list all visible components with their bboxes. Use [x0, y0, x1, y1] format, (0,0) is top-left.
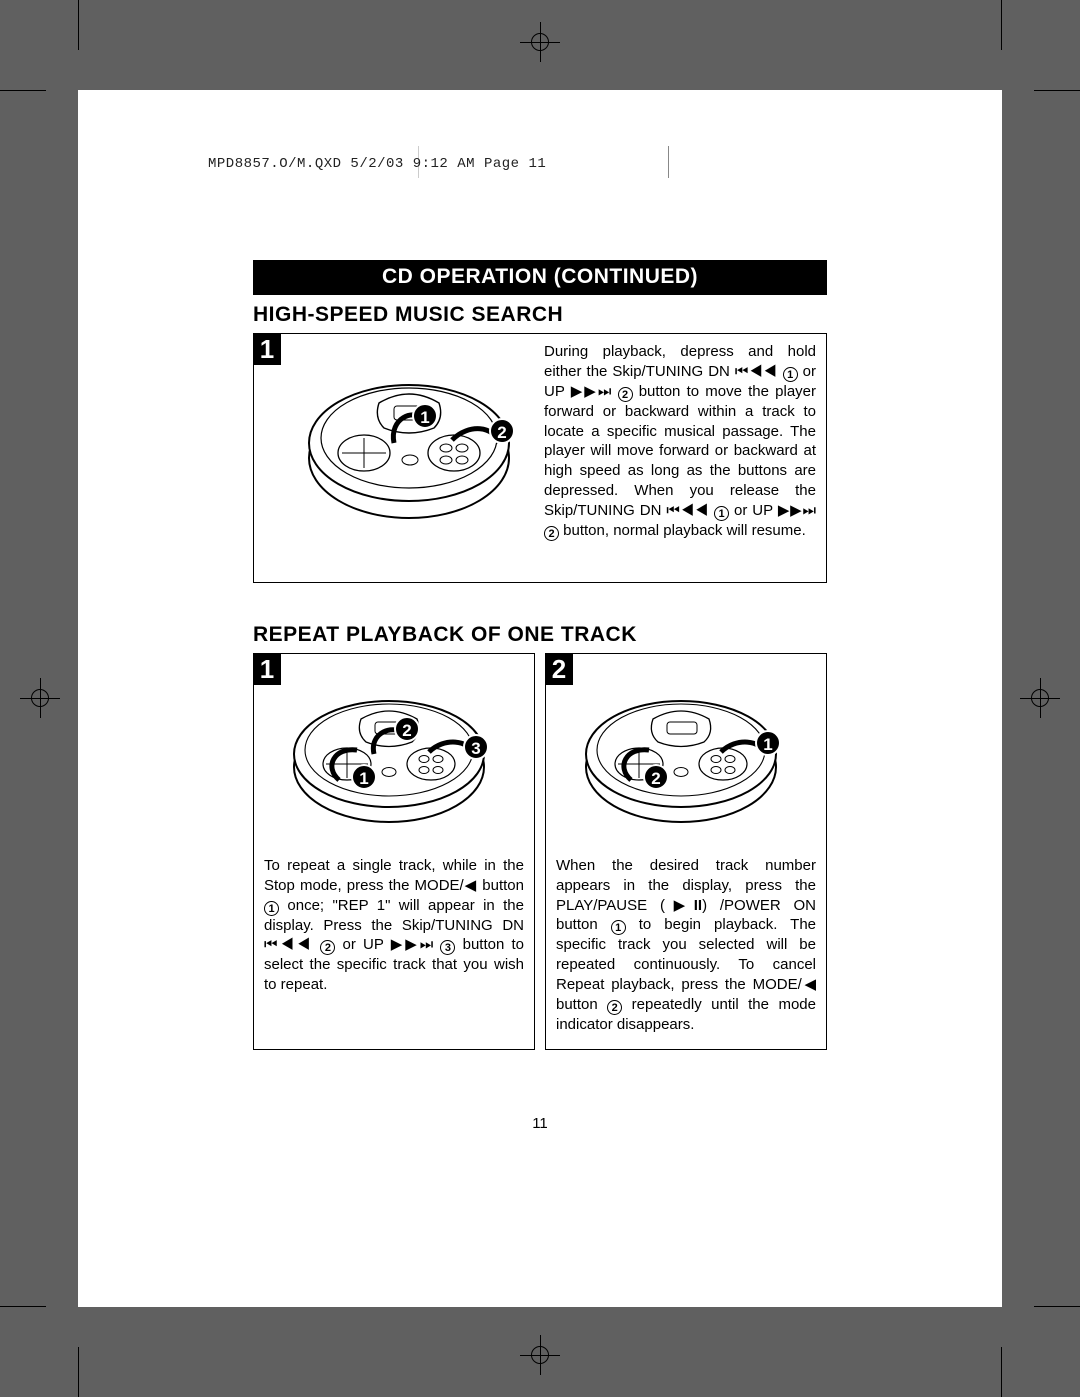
callout-2: 2: [394, 716, 420, 742]
repeat-step-1: 1: [253, 653, 535, 1050]
callout-2: 2: [489, 418, 515, 444]
page-number: 11: [78, 1115, 1002, 1132]
cd-player-illustration: 1 2: [294, 348, 534, 548]
manual-page: MPD8857.O/M.QXD 5/2/03 9:12 AM Page 11 C…: [78, 90, 1002, 1307]
repeat-step2-body: When the desired track number appears in…: [546, 850, 826, 1049]
cd-player-illustration: 1 2 3: [279, 672, 509, 842]
callout-1: 1: [412, 403, 438, 429]
step-number-box: 1: [253, 333, 281, 365]
content-area: CD OPERATION (CONTINUED) HIGH-SPEED MUSI…: [253, 260, 827, 1050]
section-title-bar: CD OPERATION (CONTINUED): [253, 260, 827, 295]
print-header: MPD8857.O/M.QXD 5/2/03 9:12 AM Page 11: [208, 156, 546, 172]
repeat-step-2: 2: [545, 653, 827, 1050]
callout-1: 1: [755, 730, 781, 756]
heading-repeat-playback: REPEAT PLAYBACK OF ONE TRACK: [253, 623, 827, 647]
repeat-step1-body: To repeat a single track, while in the S…: [254, 850, 534, 1009]
heading-high-speed-search: HIGH-SPEED MUSIC SEARCH: [253, 303, 827, 327]
section-high-speed-search: 1: [253, 333, 827, 583]
step-number-box: 1: [253, 653, 281, 685]
section1-body: During playback, depress and hold either…: [544, 342, 816, 541]
cd-player-illustration: 1 2: [571, 672, 801, 842]
callout-3: 3: [463, 734, 489, 760]
callout-1: 1: [351, 764, 377, 790]
callout-2: 2: [643, 764, 669, 790]
step-number-box: 2: [545, 653, 573, 685]
